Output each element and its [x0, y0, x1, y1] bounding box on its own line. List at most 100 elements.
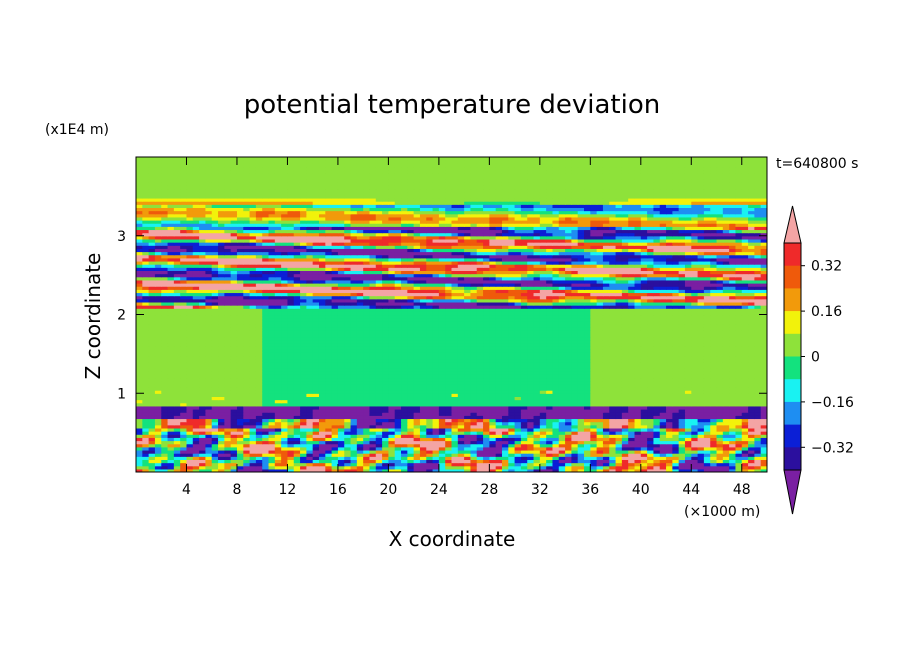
heatmap-cell	[173, 380, 181, 385]
heatmap-cell	[527, 412, 535, 416]
heatmap-cell	[678, 383, 686, 388]
heatmap-cell	[180, 465, 188, 470]
heatmap-cell	[596, 443, 604, 448]
heatmap-cell	[710, 465, 718, 470]
heatmap-cell	[659, 352, 667, 357]
heatmap-cell	[596, 346, 604, 350]
heatmap-cell	[615, 415, 623, 420]
heatmap-cell	[287, 383, 295, 388]
heatmap-cell	[470, 415, 478, 420]
heatmap-cell	[546, 409, 554, 413]
heatmap-cell	[703, 383, 711, 388]
heatmap-cell	[590, 371, 598, 375]
heatmap-cell	[741, 352, 749, 357]
heatmap-cell	[628, 431, 636, 435]
heatmap-cell	[520, 396, 528, 401]
heatmap-cell	[413, 440, 421, 445]
heatmap-cell	[527, 377, 535, 382]
heatmap-cell	[331, 349, 339, 353]
heatmap-cell	[230, 323, 238, 328]
heatmap-cell	[457, 339, 465, 344]
heatmap-cell	[760, 409, 767, 413]
heatmap-cell	[653, 434, 661, 438]
heatmap-cell	[363, 462, 371, 467]
heatmap-cell	[464, 396, 472, 401]
heatmap-cell	[438, 456, 446, 460]
heatmap-cell	[325, 374, 333, 379]
heatmap-cell	[142, 443, 150, 448]
heatmap-cell	[161, 339, 169, 344]
heatmap-cell	[464, 327, 472, 331]
heatmap-cell	[419, 424, 427, 429]
heatmap-cell	[186, 399, 194, 404]
heatmap-cell	[205, 443, 213, 448]
heatmap-cell	[703, 317, 711, 322]
heatmap-cell	[426, 415, 434, 420]
heatmap-cell	[615, 462, 623, 467]
heatmap-cell	[205, 437, 213, 442]
heatmap-cell	[748, 434, 755, 438]
heatmap-cell	[615, 393, 623, 397]
heatmap-cell	[281, 386, 289, 391]
heatmap-cell	[596, 336, 604, 341]
heatmap-cell	[356, 405, 364, 410]
heatmap-cell	[741, 364, 749, 369]
heatmap-cell	[230, 399, 238, 404]
heatmap-cell	[615, 412, 623, 416]
heatmap-cell	[268, 421, 276, 426]
heatmap-cell	[426, 355, 434, 360]
heatmap-cell	[249, 468, 257, 472]
heatmap-cell	[565, 462, 572, 467]
heatmap-cell	[236, 468, 244, 472]
heatmap-cell	[615, 402, 623, 407]
heatmap-cell	[754, 355, 762, 360]
heatmap-cell	[426, 342, 434, 347]
heatmap-cell	[754, 358, 762, 363]
heatmap-cell	[514, 440, 522, 445]
heatmap-cell	[401, 468, 408, 472]
heatmap-cell	[142, 415, 150, 420]
heatmap-cell	[546, 358, 554, 363]
heatmap-cell	[167, 333, 175, 338]
heatmap-cell	[483, 459, 490, 464]
heatmap-cell	[684, 456, 692, 460]
heatmap-cell	[495, 377, 503, 382]
heatmap-cell	[647, 386, 655, 391]
heatmap-cell	[230, 386, 238, 391]
heatmap-cell	[306, 399, 314, 404]
heatmap-cell	[571, 446, 579, 451]
heatmap-cell	[180, 409, 188, 413]
heatmap-cell	[161, 330, 169, 334]
heatmap-cell	[438, 339, 446, 344]
heatmap-cell	[565, 368, 572, 372]
heatmap-cell	[300, 409, 307, 413]
heatmap-cell	[312, 377, 320, 382]
heatmap-cell	[508, 443, 516, 448]
heatmap-cell	[230, 352, 238, 357]
heatmap-cell	[350, 446, 358, 451]
heatmap-cell	[426, 399, 434, 404]
heatmap-cell	[186, 402, 194, 407]
heatmap-cell	[300, 418, 307, 423]
heatmap-cell	[337, 456, 345, 460]
heatmap-cell	[388, 456, 396, 460]
heatmap-cell	[293, 371, 301, 375]
heatmap-cell	[148, 434, 156, 438]
heatmap-cell	[161, 409, 169, 413]
heatmap-cell	[703, 418, 711, 423]
heatmap-cell	[634, 364, 642, 369]
heatmap-cell	[426, 371, 434, 375]
heatmap-cell	[312, 339, 320, 344]
heatmap-cell	[186, 421, 194, 426]
heatmap-cell	[691, 361, 699, 366]
heatmap-cell	[180, 336, 188, 341]
heatmap-cell	[539, 468, 547, 472]
heatmap-cell	[615, 449, 623, 454]
heatmap-cell	[419, 371, 427, 375]
heatmap-cell	[148, 462, 156, 467]
heatmap-cell	[647, 380, 655, 385]
heatmap-cell	[363, 405, 371, 410]
heatmap-cell	[464, 320, 472, 325]
heatmap-cell	[224, 314, 232, 319]
heatmap-cell	[609, 405, 617, 410]
